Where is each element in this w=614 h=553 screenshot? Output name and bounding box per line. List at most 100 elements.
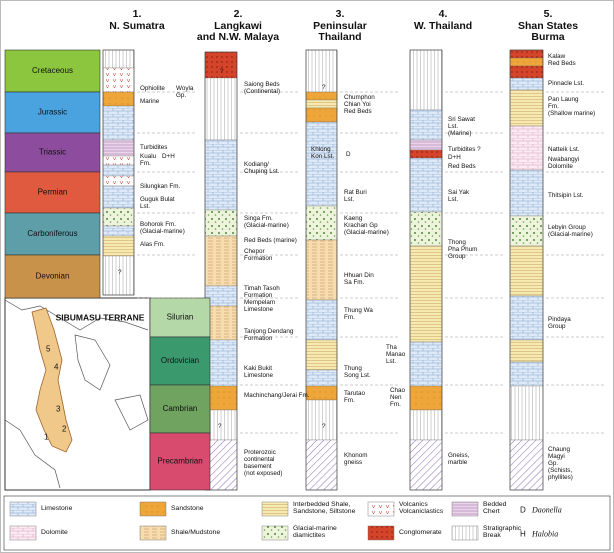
unit-label: Khlong Kon Lst. bbox=[311, 146, 334, 160]
column-number: 2. bbox=[234, 8, 243, 20]
unit-label-line: (Schists, bbox=[548, 467, 572, 474]
unit-label-line: ? bbox=[220, 68, 224, 75]
terrane bbox=[31, 307, 73, 453]
strata bbox=[305, 49, 338, 93]
strata bbox=[509, 439, 544, 491]
unit-label: Guguk Bulat Lst. bbox=[140, 196, 175, 210]
strata bbox=[102, 67, 135, 93]
unit-label: Rat Buri Lst. bbox=[344, 189, 367, 203]
strata bbox=[102, 185, 135, 209]
unit-label-line: Turbidites bbox=[140, 144, 167, 151]
legend-label: Interbedded Shale, Sandstone, Siltstone bbox=[293, 501, 356, 515]
legend-label: Stratigraphic Break bbox=[483, 525, 522, 539]
legend-label-line: Volcaniclastics bbox=[399, 508, 444, 515]
unit-label-line: ? bbox=[218, 423, 222, 430]
unit-label-line: Formation bbox=[244, 335, 273, 342]
legend-label-line: Glacial-marine bbox=[293, 525, 337, 532]
unit-label: Pan Laung Fm. (Shallow marine) bbox=[548, 96, 595, 117]
legend-symbol: D bbox=[520, 506, 526, 515]
strata bbox=[102, 255, 135, 296]
unit-label-line: Group bbox=[548, 323, 566, 330]
legend-label-line: Conglomerate bbox=[399, 529, 442, 536]
unit-label-line: phyllites) bbox=[548, 474, 573, 481]
map-number: 5 bbox=[46, 345, 51, 354]
legend-label-line: Bedded bbox=[483, 501, 507, 508]
unit-label-line: gneiss bbox=[344, 459, 362, 466]
legend-swatch bbox=[9, 525, 37, 541]
unit-label-line: (Continental) bbox=[244, 88, 280, 95]
legend-label-line: Chert bbox=[483, 508, 500, 515]
unit-label-line: Fm. bbox=[548, 103, 559, 110]
strata bbox=[305, 439, 338, 491]
unit-label-line: Krachan Gp bbox=[344, 222, 378, 229]
legend-label: Volcanics Volcaniclastics bbox=[399, 501, 444, 515]
strata bbox=[305, 205, 338, 241]
column-name-line: Thailand bbox=[318, 31, 361, 43]
legend-label: Shale/Mudstone bbox=[171, 529, 220, 536]
strata bbox=[509, 385, 544, 441]
unit-label: Kaeng Krachan Gp (Glacial-marine) bbox=[344, 215, 389, 236]
unit-label: Red Beds (marine) bbox=[244, 237, 297, 244]
strata bbox=[509, 169, 544, 217]
unit-label: Nwabangyi Dolomite bbox=[548, 156, 579, 170]
legend-label: Bedded Chert bbox=[483, 501, 507, 515]
column-outline bbox=[204, 51, 238, 491]
unit-label: Singa Fm. (Glacial-marine) bbox=[244, 215, 289, 229]
legend-label: Conglomerate bbox=[399, 529, 442, 536]
period-box bbox=[4, 254, 101, 299]
unit-label: Marine bbox=[140, 98, 160, 105]
unit-label: Natteik Lst. bbox=[548, 146, 580, 153]
legend-label: Glacial-marine diamictites bbox=[293, 525, 337, 539]
unit-label: Proterozoic continental basement (not expos… bbox=[244, 449, 283, 477]
legend-symbol: H bbox=[520, 530, 526, 539]
period-box bbox=[4, 212, 101, 256]
unit-label: Red Beds bbox=[448, 163, 476, 170]
legend-swatch bbox=[451, 501, 479, 517]
legend-label-line: Volcanics bbox=[399, 501, 428, 508]
coast bbox=[4, 299, 149, 331]
column-name: Peninsular Thailand bbox=[313, 20, 367, 43]
unit-label: Thong Pha Phum Group bbox=[448, 239, 477, 260]
unit-label: Pinnacle Lst. bbox=[548, 80, 584, 87]
unit-label-line: Lst. bbox=[344, 196, 354, 203]
strata bbox=[305, 239, 338, 301]
coast bbox=[74, 334, 111, 391]
period-label: Triassic bbox=[39, 148, 66, 157]
legend-label-line: Shale/Mudstone bbox=[171, 529, 220, 536]
unit-label-line: Lst. bbox=[448, 196, 458, 203]
unit-label-line: ? bbox=[118, 269, 122, 276]
unit-label-line: ? bbox=[322, 84, 326, 91]
legend-swatch bbox=[261, 525, 289, 541]
unit-label: Pindaya Group bbox=[548, 316, 571, 330]
unit-label: ? bbox=[322, 423, 326, 430]
unit-label: Kalaw Red Beds bbox=[548, 53, 576, 67]
unit-label-line: Pinnacle Lst. bbox=[548, 80, 584, 87]
strata bbox=[409, 49, 443, 111]
strata bbox=[102, 207, 135, 227]
unit-label-line: (Glacial-marine) bbox=[548, 231, 593, 238]
unit-label: Thung Song Lst. bbox=[344, 365, 371, 379]
unit-label: Kualu Fm. bbox=[140, 153, 157, 167]
unit-label-line: Lebyin Group bbox=[548, 224, 586, 231]
strata bbox=[102, 105, 135, 141]
unit-label-line: (Marine) bbox=[448, 130, 471, 137]
column-name-line: Shan States bbox=[518, 20, 578, 32]
period-box bbox=[4, 132, 101, 173]
unit-label-line: Thung bbox=[344, 365, 362, 372]
unit-label-line: Alas Fm. bbox=[140, 241, 165, 248]
unit-label-line: (Glacial-marine) bbox=[344, 229, 389, 236]
period-label: Devonian bbox=[36, 272, 70, 281]
legend-swatch bbox=[139, 501, 167, 517]
unit-label-line: Pan Laung bbox=[548, 96, 579, 103]
unit-label-line: Kon Lst. bbox=[311, 153, 334, 160]
unit-label-line: Chaung bbox=[548, 446, 571, 453]
strata bbox=[409, 385, 443, 411]
strata bbox=[204, 139, 238, 211]
period-box bbox=[149, 432, 211, 491]
unit-label-line: Fm. bbox=[390, 401, 401, 408]
unit-label-line: Kualu bbox=[140, 153, 157, 160]
unit-label-line: ? bbox=[322, 423, 326, 430]
unit-label-line: Nwabangyi bbox=[548, 156, 579, 163]
strata bbox=[204, 235, 238, 287]
unit-label: D bbox=[346, 151, 351, 158]
